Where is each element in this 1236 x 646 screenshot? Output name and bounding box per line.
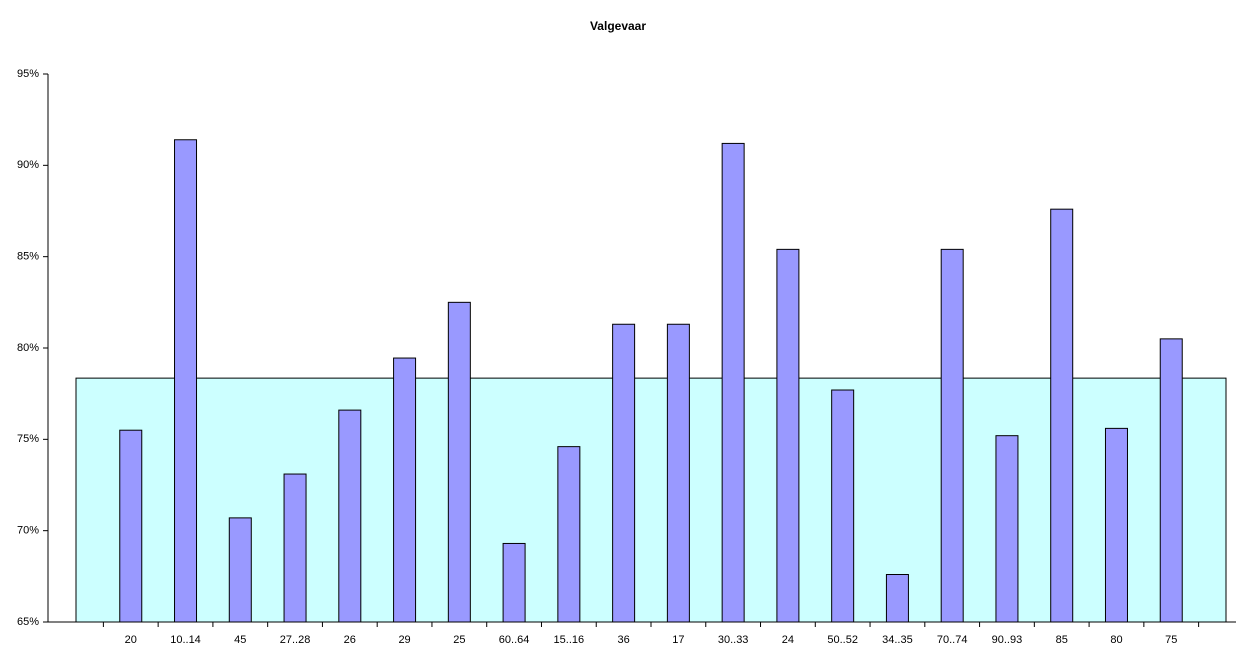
y-tick-label: 90% (17, 159, 39, 171)
bar (283, 473, 307, 623)
x-tick-label: 17 (672, 634, 684, 646)
bar (776, 248, 800, 623)
bar (666, 323, 690, 623)
y-tick-label: 75% (17, 433, 39, 445)
bar (940, 248, 964, 623)
x-tick-label: 80 (1110, 634, 1122, 646)
x-tick-label: 75 (1165, 634, 1177, 646)
bar (393, 357, 417, 623)
x-tick-label: 27..28 (280, 634, 311, 646)
x-tick-label: 36 (617, 634, 629, 646)
y-tick-label: 85% (17, 251, 39, 263)
x-tick-label: 24 (782, 634, 794, 646)
bar (119, 429, 143, 623)
x-tick-label: 45 (234, 634, 246, 646)
bar (1104, 427, 1128, 623)
y-tick-label: 65% (17, 616, 39, 628)
x-tick-label: 20 (125, 634, 137, 646)
bar (1050, 208, 1074, 623)
bar (228, 517, 252, 623)
x-tick-label: 30..33 (718, 634, 749, 646)
x-tick-label: 50..52 (827, 634, 858, 646)
x-tick-label: 70..74 (937, 634, 968, 646)
bar (338, 409, 362, 623)
y-tick-label: 70% (17, 525, 39, 537)
bar (612, 323, 636, 623)
bar (831, 389, 855, 623)
x-tick-label: 60..64 (499, 634, 530, 646)
x-tick-label: 10..14 (170, 634, 201, 646)
bar (885, 574, 909, 623)
x-tick-label: 90..93 (992, 634, 1023, 646)
bar (1159, 338, 1183, 623)
x-tick-label: 25 (453, 634, 465, 646)
bar (174, 139, 198, 623)
x-tick-label: 29 (398, 634, 410, 646)
x-tick-label: 15..16 (554, 634, 585, 646)
bar (502, 542, 526, 623)
bar (447, 301, 471, 623)
chart-title: Valgevaar (590, 19, 646, 33)
bar (995, 435, 1019, 623)
bar (721, 142, 745, 623)
bar (557, 446, 581, 623)
y-tick-label: 95% (17, 68, 39, 80)
x-tick-label: 85 (1056, 634, 1068, 646)
x-tick-label: 34..35 (882, 634, 913, 646)
y-tick-label: 80% (17, 342, 39, 354)
x-tick-label: 26 (344, 634, 356, 646)
